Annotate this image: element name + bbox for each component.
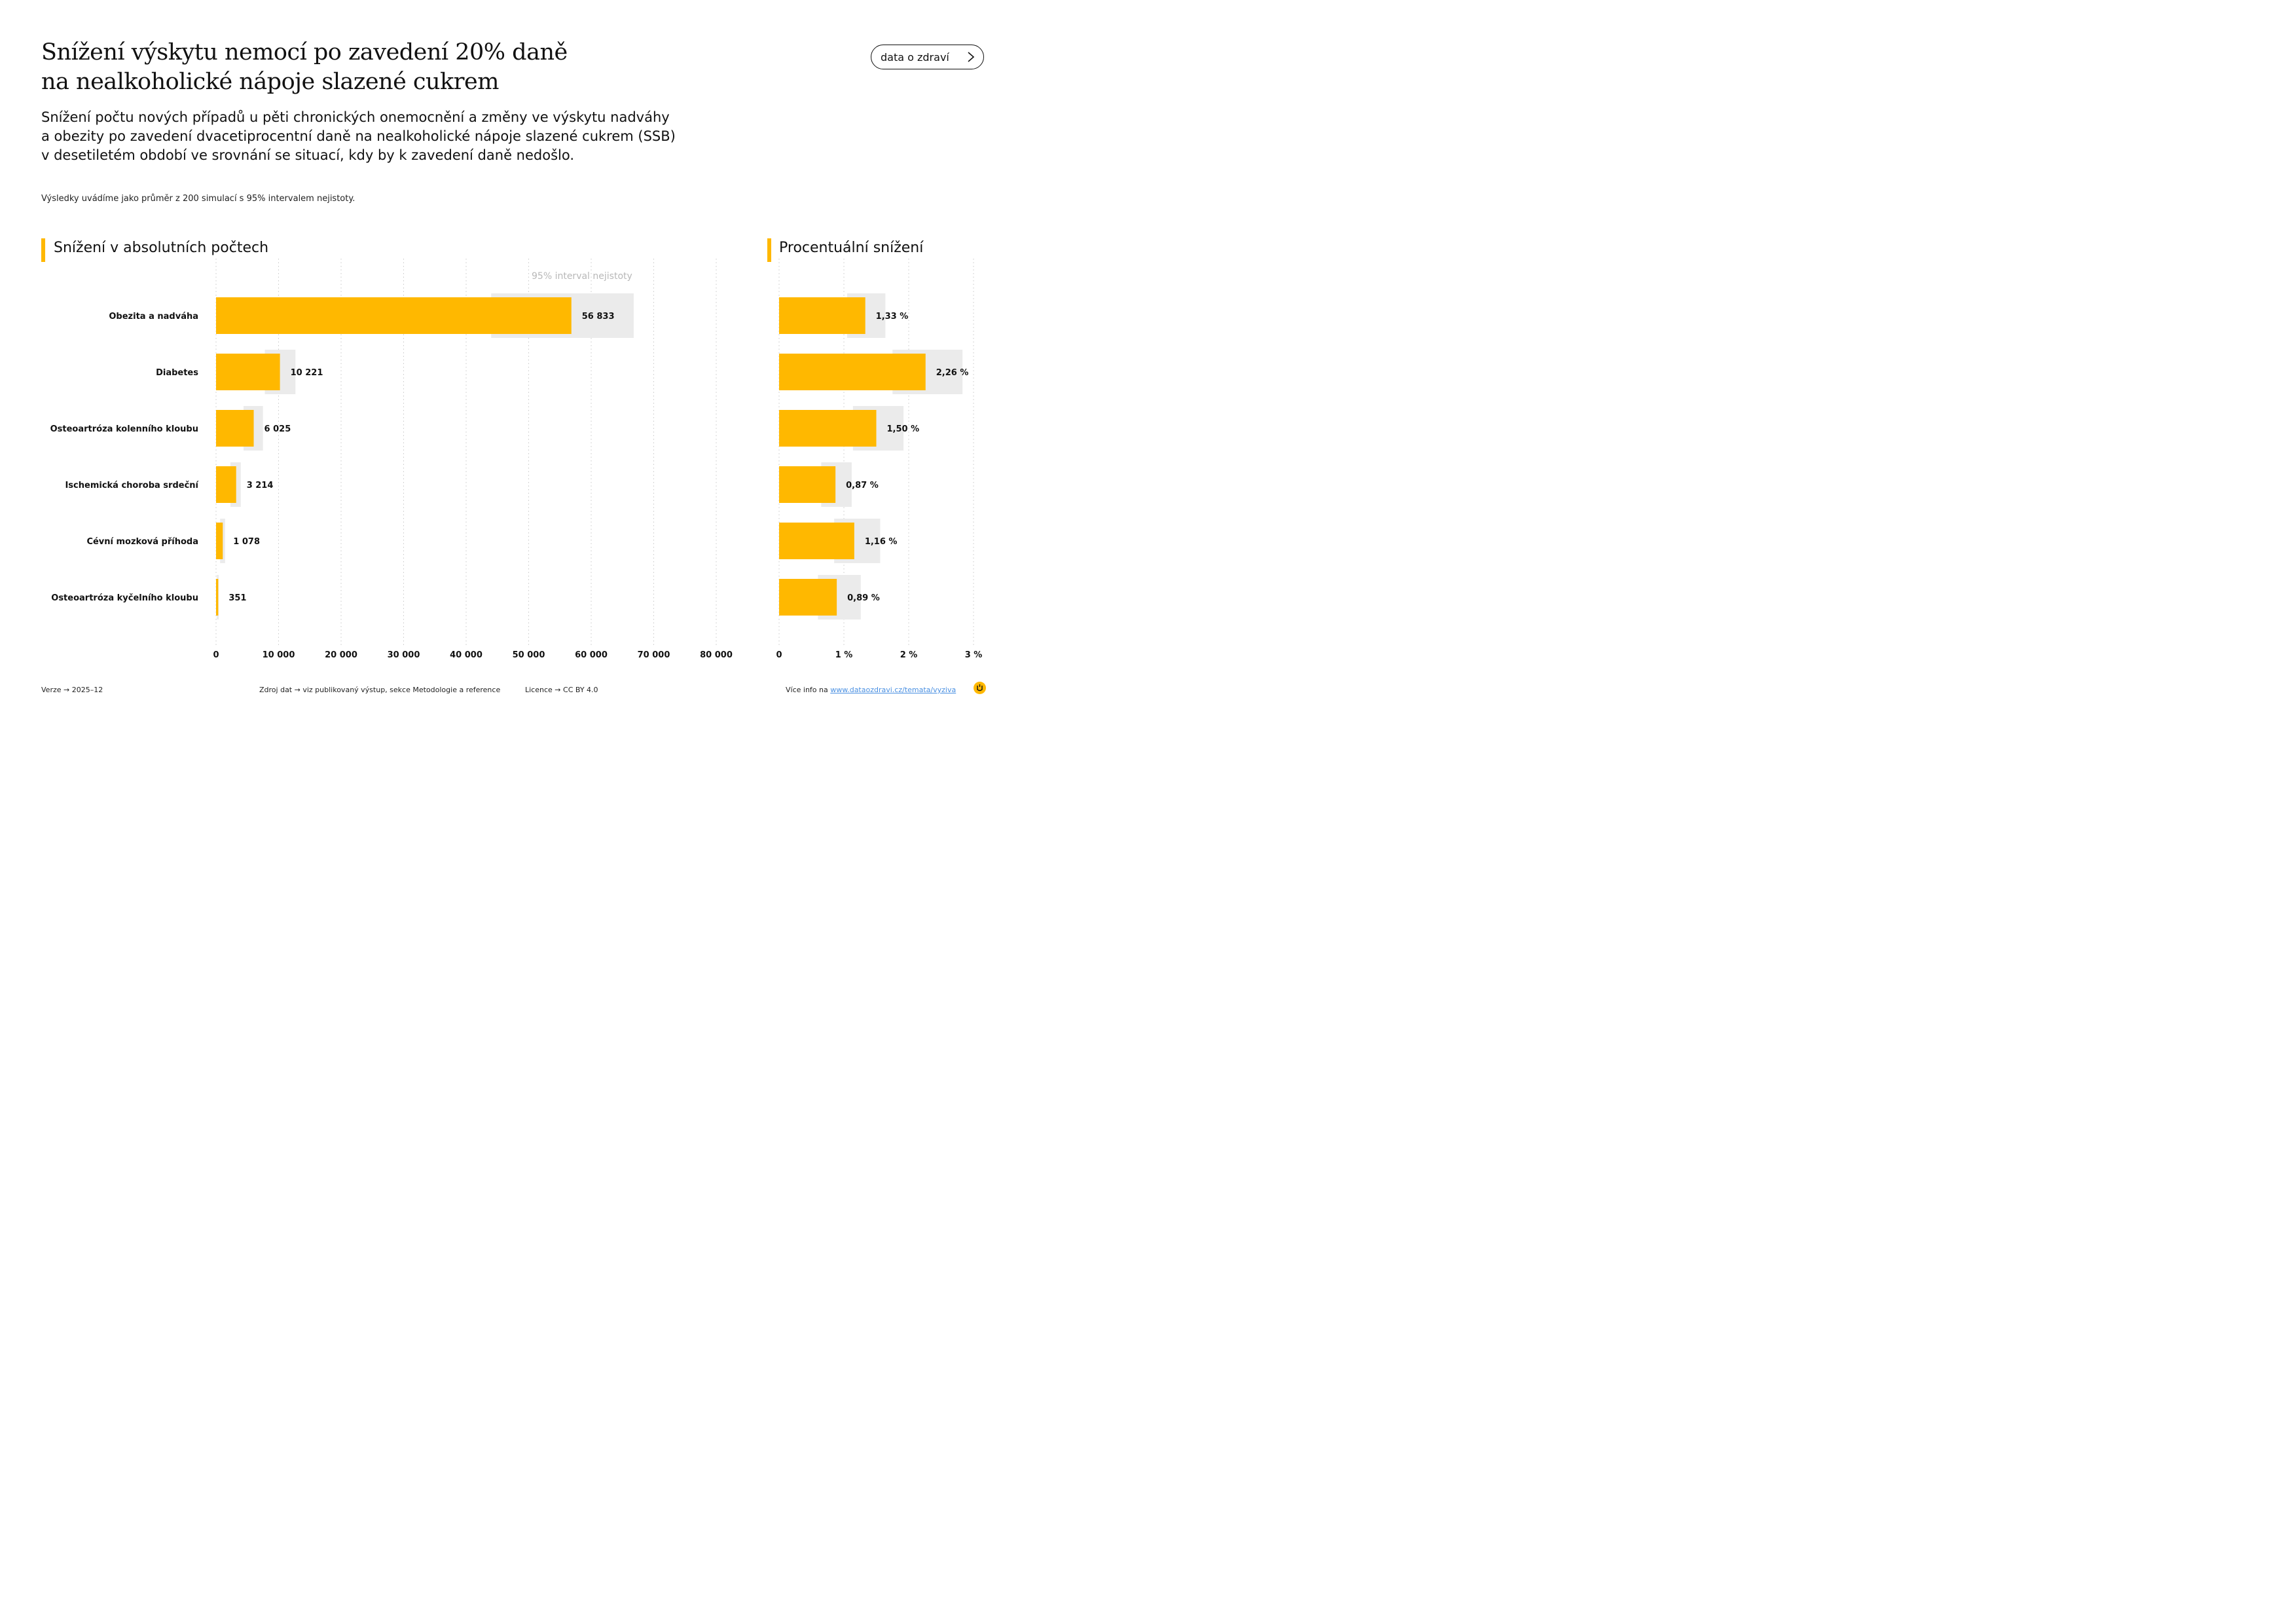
ci-legend-label: 95% interval nejistoty — [532, 271, 632, 282]
chevron-right-icon — [968, 52, 975, 62]
category-label: Ischemická choroba srdeční — [65, 481, 199, 490]
logo-mark-icon — [977, 684, 983, 692]
bar — [779, 410, 877, 447]
subtitle-line-1: Snížení počtu nových případů u pěti chro… — [41, 109, 670, 125]
footer-arrow-icon: → — [555, 686, 561, 694]
bar — [216, 410, 254, 447]
footer-version-label: Verze — [41, 686, 62, 694]
x-tick-label: 1 % — [835, 650, 853, 660]
footer-more-label: Více info na — [786, 686, 828, 694]
bar — [216, 523, 223, 559]
bar — [216, 354, 280, 390]
x-tick-label: 0 — [213, 650, 219, 660]
x-tick-label: 30 000 — [388, 650, 420, 660]
footer-license-label: Licence — [525, 686, 553, 694]
title-line-2: na nealkoholické nápoje slazené cukrem — [41, 69, 499, 95]
data-label: 6 025 — [264, 424, 291, 434]
footer-license-value: CC BY 4.0 — [563, 686, 598, 694]
category-label: Obezita a nadváha — [109, 312, 198, 322]
page-title: Snížení výskytu nemocí po zavedení 20% d… — [41, 38, 761, 97]
data-label: 1,33 % — [876, 312, 909, 322]
category-label: Cévní mozková příhoda — [86, 537, 198, 547]
data-label: 1,50 % — [887, 424, 920, 434]
category-label: Diabetes — [156, 368, 198, 378]
x-tick-label: 3 % — [965, 650, 983, 660]
data-label: 56 833 — [582, 312, 615, 322]
page-subtitle: Snížení počtu nových případů u pěti chro… — [41, 108, 768, 165]
x-tick-label: 60 000 — [575, 650, 608, 660]
x-tick-label: 70 000 — [638, 650, 670, 660]
footer-version-value: 2025–12 — [71, 686, 103, 694]
data-o-zdravi-button[interactable]: data o zdraví — [871, 45, 984, 69]
bar — [779, 523, 854, 559]
footer-arrow-icon: → — [294, 686, 301, 694]
data-label: 3 214 — [247, 481, 274, 490]
x-tick-label: 80 000 — [700, 650, 733, 660]
brand-logo-icon — [974, 682, 986, 694]
section-title-percent: Procentuální snížení — [779, 240, 924, 256]
section-accent-absolute — [41, 238, 45, 262]
method-note: Výsledky uvádíme jako průměr z 200 simul… — [41, 194, 355, 204]
x-tick-label: 2 % — [900, 650, 918, 660]
footer-license: Licence → CC BY 4.0 — [525, 686, 598, 694]
data-label: 10 221 — [291, 368, 323, 378]
category-label: Osteoartróza kolenního kloubu — [50, 424, 198, 434]
footer-arrow-icon: → — [64, 686, 70, 694]
title-line-1: Snížení výskytu nemocí po zavedení 20% d… — [41, 39, 568, 65]
section-accent-percent — [767, 238, 771, 262]
footer-source: Zdroj dat → viz publikovaný výstup, sekc… — [259, 686, 500, 694]
footer-source-value: viz publikovaný výstup, sekce Metodologi… — [302, 686, 501, 694]
data-label: 1,16 % — [865, 537, 898, 547]
bar — [779, 354, 926, 390]
data-o-zdravi-label: data o zdraví — [881, 50, 949, 64]
footer-more-link[interactable]: www.dataozdravi.cz/temata/vyziva — [830, 686, 957, 694]
footer-source-label: Zdroj dat — [259, 686, 293, 694]
subtitle-line-3: v desetiletém období ve srovnání se situ… — [41, 147, 574, 163]
data-label: 2,26 % — [936, 368, 969, 378]
footer-more-info: Více info na www.dataozdravi.cz/temata/v… — [786, 686, 956, 694]
x-tick-label: 0 — [776, 650, 782, 660]
bar — [216, 466, 236, 503]
bar — [216, 579, 219, 616]
section-title-absolute: Snížení v absolutních počtech — [54, 240, 269, 256]
subtitle-line-2: a obezity po zavedení dvacetiprocentní d… — [41, 128, 676, 144]
bar — [779, 466, 836, 503]
x-tick-label: 20 000 — [325, 650, 357, 660]
data-label: 0,87 % — [846, 481, 879, 490]
bar — [779, 579, 837, 616]
x-tick-label: 10 000 — [263, 650, 295, 660]
data-label: 0,89 % — [847, 593, 880, 603]
charts-canvas: 0 10 000 20 000 30 000 40 000 50 000 60 000 70 … — [50, 259, 983, 660]
data-label: 1 078 — [233, 537, 260, 547]
bar — [216, 297, 572, 334]
data-label: 351 — [228, 593, 246, 603]
bar — [779, 297, 866, 334]
footer-version: Verze → 2025–12 — [41, 686, 103, 694]
x-tick-label: 40 000 — [450, 650, 483, 660]
x-tick-label: 50 000 — [513, 650, 545, 660]
category-label: Osteoartróza kyčelního kloubu — [51, 593, 198, 603]
